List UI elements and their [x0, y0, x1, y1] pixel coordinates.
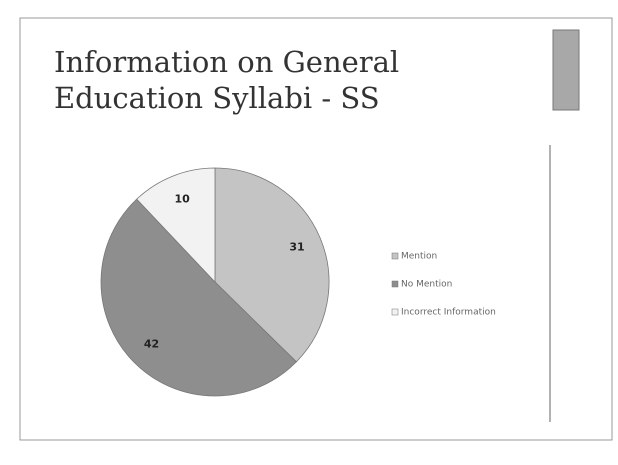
data-label: 31 [289, 241, 304, 254]
legend-label: Incorrect Information [401, 308, 496, 318]
legend-label: Mention [401, 252, 437, 262]
legend-swatch [391, 280, 399, 288]
data-label: 42 [144, 337, 159, 350]
slide-frame [19, 17, 613, 441]
decor-block [552, 29, 580, 111]
pie-slice [214, 167, 330, 363]
pie-slice [136, 167, 216, 284]
legend-swatch [391, 252, 399, 260]
pie-slice [100, 198, 297, 397]
legend-label: No Mention [401, 280, 452, 290]
data-label: 10 [174, 192, 190, 205]
chart-title: Information on General Education Syllabi… [54, 45, 400, 115]
legend-swatch [391, 308, 399, 316]
